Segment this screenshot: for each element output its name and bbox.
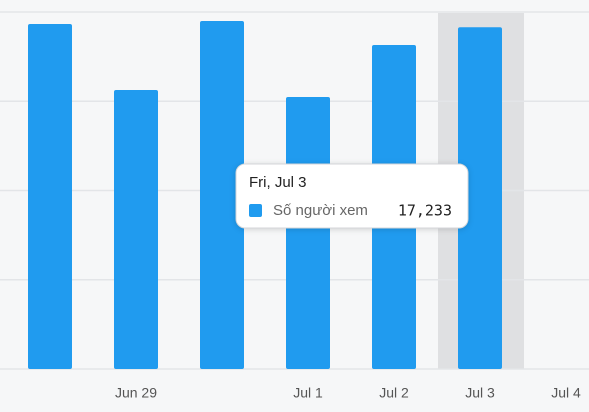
tooltip-series-name: Số người xem	[273, 202, 368, 219]
bar	[114, 90, 158, 369]
bar	[286, 97, 330, 369]
tooltip: Fri, Jul 3 Số người xem 17,233	[235, 163, 469, 229]
x-tick-label: Jul 3	[465, 385, 495, 401]
legend-swatch	[249, 204, 262, 217]
x-tick-label: Jun 29	[115, 385, 157, 401]
tooltip-box	[235, 163, 469, 229]
tooltip-title: Fri, Jul 3	[249, 174, 307, 191]
x-tick-label: Jul 1	[293, 385, 323, 401]
bar	[458, 27, 502, 370]
bar	[200, 21, 244, 369]
tooltip-value: 17,233	[398, 202, 452, 220]
x-tick-label: Jul 2	[379, 385, 409, 401]
bar	[28, 23, 72, 369]
x-tick-label: Jul 4	[551, 385, 581, 401]
